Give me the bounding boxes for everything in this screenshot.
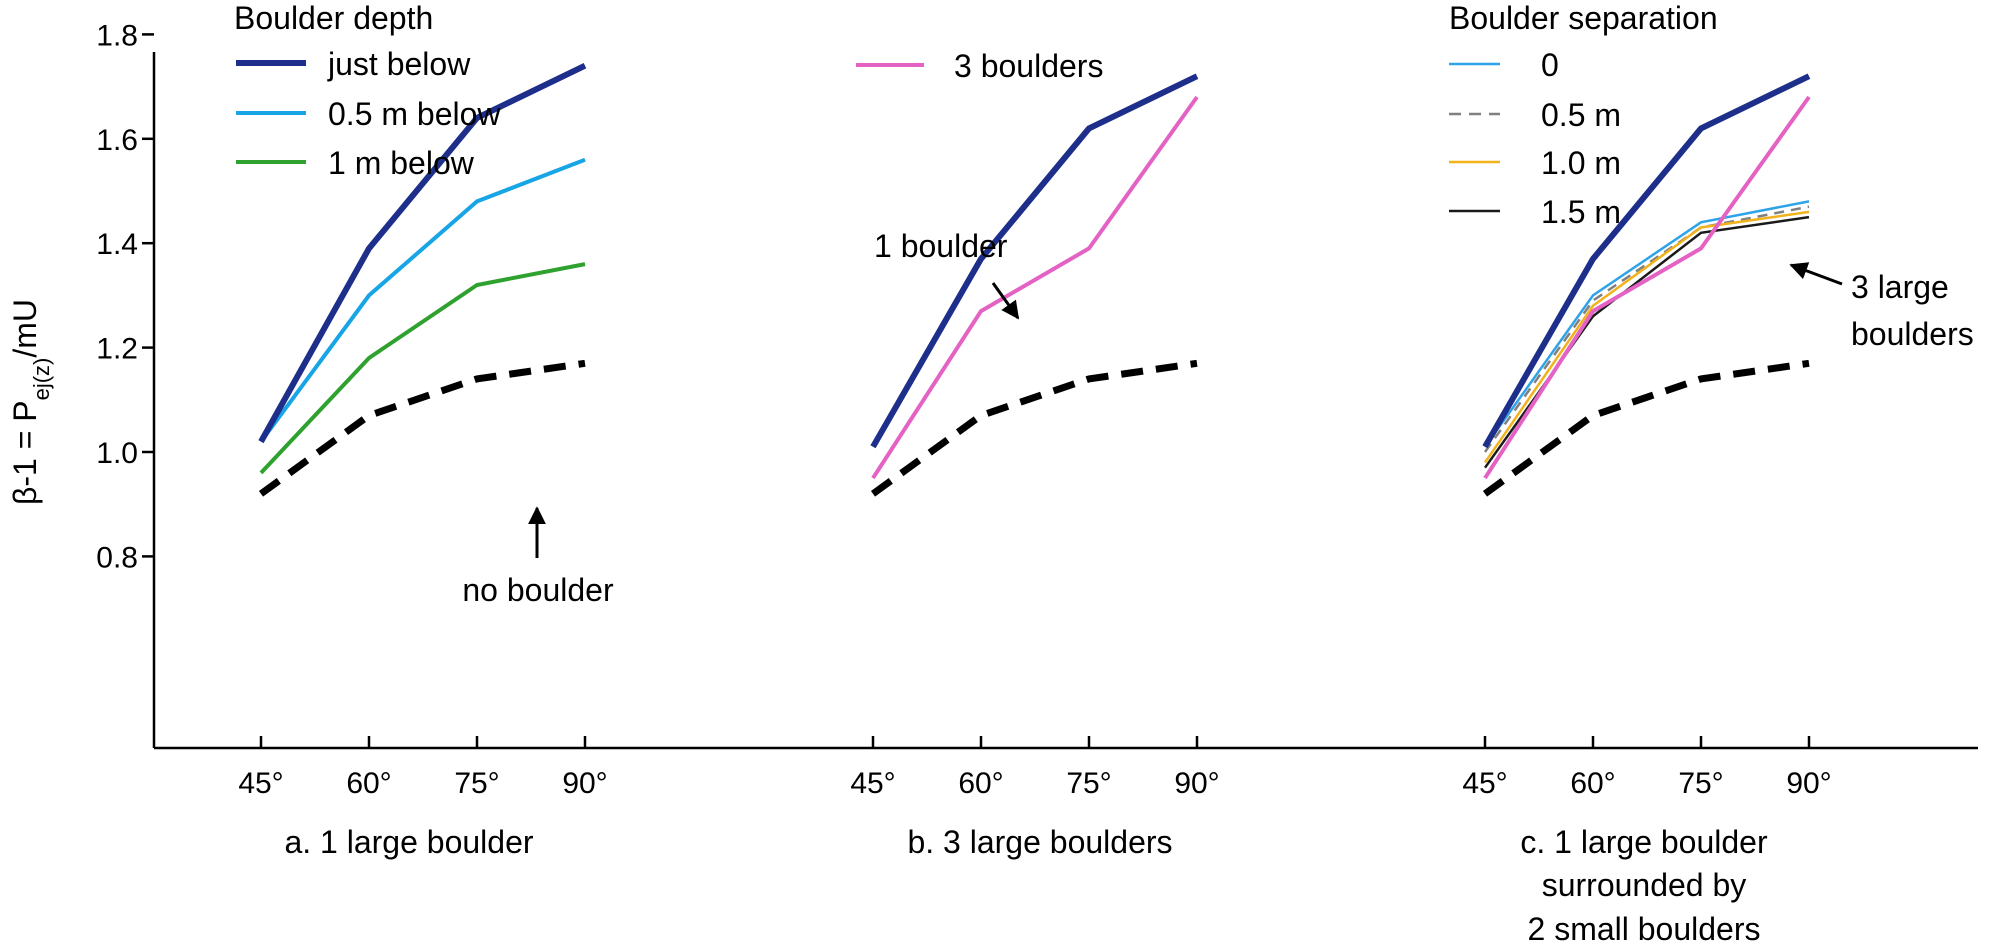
annotation-1-boulder: 1 boulder (874, 228, 1020, 320)
y-tick-label: 1.2 (96, 333, 138, 366)
annotation-no-boulder: no boulder (462, 506, 614, 608)
panel-c-caption-line1: c. 1 large boulder (1520, 824, 1768, 860)
legend-label-sep-0: 0 (1541, 47, 1559, 83)
y-axis-label: β-1 = Pej(z)/mU (7, 299, 54, 505)
panel-c-series-1-0-m (1483, 210, 1810, 464)
annotation-3-large-boulders: 3 large boulders (1789, 262, 1974, 352)
legend-label-3-boulders: 3 boulders (954, 48, 1103, 84)
x-tick-label: 60° (1570, 767, 1615, 800)
legend-label-just-below: just below (327, 46, 471, 82)
x-tick-label: 60° (958, 767, 1003, 800)
panel-a-caption: a. 1 large boulder (284, 824, 533, 860)
panel-b-caption: b. 3 large boulders (907, 824, 1172, 860)
y-tick-label: 1.6 (96, 124, 138, 157)
x-tick-label: 75° (1066, 767, 1111, 800)
x-tick-label: 45° (1462, 767, 1507, 800)
annotation-3-large-arrow (1789, 262, 1843, 286)
y-tick-label: 0.8 (96, 541, 138, 574)
panel-a-series-1-m-below (259, 262, 586, 475)
panel-a-series-just-below (258, 62, 587, 444)
x-tick-label: 45° (238, 767, 283, 800)
panel-c-series-1-boulder (1482, 73, 1811, 449)
x-tick-label: 45° (850, 767, 895, 800)
panel-b-series-1-boulder (870, 73, 1199, 449)
legend-label-sep-1-5m: 1.5 m (1541, 194, 1621, 230)
y-ticks: 0.8 1.0 1.2 1.4 1.6 1.8 (96, 19, 154, 574)
x-tick-label: 90° (1786, 767, 1831, 800)
legend-label-0-5m-below: 0.5 m below (328, 96, 501, 132)
y-tick-label: 1.0 (96, 437, 138, 470)
legend-title-depth: Boulder depth (234, 0, 433, 36)
panel-a-series-0-5-m-below (259, 157, 586, 443)
y-tick-label: 1.4 (96, 228, 138, 261)
x-tick-label: 75° (1678, 767, 1723, 800)
series-lines (258, 62, 1811, 497)
panel-c-series-0-5-m (1483, 205, 1810, 453)
legend-label-sep-1-0m: 1.0 m (1541, 145, 1621, 181)
x-tick-label: 75° (454, 767, 499, 800)
panel-c-series-0 (1483, 200, 1810, 448)
y-tick-label: 1.8 (96, 19, 138, 52)
legend-boulder-separation: Boulder separation 0 0.5 m 1.0 m 1.5 m (1449, 0, 1718, 230)
panel-c-caption-line3: 2 small boulders (1528, 911, 1761, 947)
annotation-1-boulder-label: 1 boulder (874, 228, 1008, 264)
annotation-3-large-label-line2: boulders (1851, 316, 1974, 352)
legend-label-sep-0-5m: 0.5 m (1541, 97, 1621, 133)
panel-c-series-no-boulder (1482, 359, 1810, 497)
x-tick-label: 90° (1174, 767, 1219, 800)
panel-a-series-no-boulder (258, 359, 586, 497)
legend-label-1m-below: 1 m below (328, 145, 475, 181)
panel-b-series-no-boulder (870, 359, 1198, 497)
x-ticks: 45° 60° 75° 90° 45° 60° 75° 90° 45° 60° 75° 90° (238, 736, 1832, 800)
panel-b-series-3-boulders (871, 95, 1199, 480)
legend-boulder-depth: Boulder depth just below 0.5 m below 1 m… (234, 0, 501, 181)
annotation-3-large-label-line1: 3 large (1851, 269, 1949, 305)
panel-c-caption-line2: surrounded by (1542, 867, 1747, 903)
panel-c-series-1-5-m (1483, 215, 1810, 469)
legend-3-boulders: 3 boulders (856, 48, 1103, 84)
panel-c-series-3-large-boulders (1483, 95, 1811, 480)
legend-title-separation: Boulder separation (1449, 0, 1718, 36)
annotation-1-boulder-arrow (991, 282, 1020, 320)
x-tick-label: 90° (562, 767, 607, 800)
x-tick-label: 60° (346, 767, 391, 800)
annotation-no-boulder-label: no boulder (462, 572, 614, 608)
